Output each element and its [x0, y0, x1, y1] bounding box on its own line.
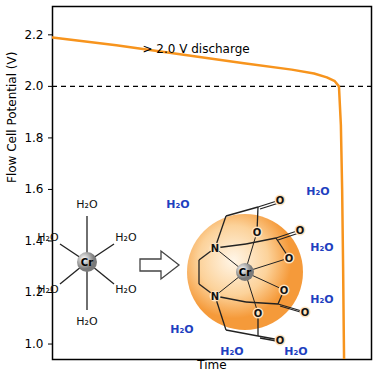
svg-text:H₂O: H₂O	[310, 241, 333, 254]
svg-text:H₂O: H₂O	[115, 231, 137, 244]
svg-text:1.0: 1.0	[24, 337, 43, 351]
svg-text:H₂O: H₂O	[284, 345, 307, 358]
svg-text:H₂O: H₂O	[37, 283, 59, 296]
svg-text:H₂O: H₂O	[220, 345, 243, 358]
svg-text:Flow Cell Potential (V): Flow Cell Potential (V)	[5, 52, 19, 183]
svg-text:N: N	[211, 243, 219, 254]
svg-text:Cr: Cr	[81, 257, 93, 268]
svg-text:H₂O: H₂O	[306, 185, 329, 198]
svg-text:1.4: 1.4	[24, 233, 44, 248]
svg-text:N: N	[211, 291, 219, 302]
svg-text:H₂O: H₂O	[76, 315, 98, 328]
svg-text:H₂O: H₂O	[76, 198, 98, 211]
svg-text:O: O	[276, 335, 285, 346]
svg-text:O: O	[301, 307, 310, 318]
svg-text:1.2: 1.2	[24, 285, 44, 300]
svg-text:2.2: 2.2	[24, 28, 43, 42]
svg-text:O: O	[276, 195, 285, 206]
svg-text:O: O	[296, 225, 305, 236]
svg-text:O: O	[280, 285, 289, 296]
svg-text:H₂O: H₂O	[310, 293, 333, 306]
svg-text:2.0: 2.0	[24, 79, 43, 93]
svg-text:Time: Time	[196, 358, 226, 372]
svg-text:Cr: Cr	[239, 267, 251, 278]
svg-text:O: O	[253, 227, 262, 238]
svg-text:O: O	[254, 308, 263, 319]
svg-text:O: O	[285, 253, 294, 264]
svg-text:H₂O: H₂O	[166, 198, 189, 211]
svg-text:1.6: 1.6	[24, 182, 43, 196]
svg-text:1.8: 1.8	[24, 131, 43, 145]
svg-text:H₂O: H₂O	[115, 283, 137, 296]
svg-text:> 2.0 V discharge: > 2.0 V discharge	[142, 42, 249, 56]
svg-text:H₂O: H₂O	[37, 231, 59, 244]
svg-text:H₂O: H₂O	[170, 323, 193, 336]
